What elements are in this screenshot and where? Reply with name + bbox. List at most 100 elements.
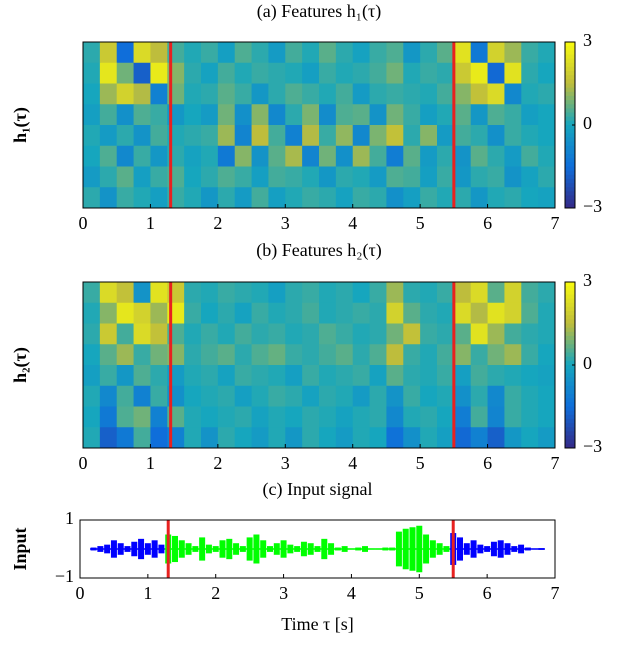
heat-cell bbox=[133, 187, 151, 209]
heat-cell bbox=[251, 385, 269, 407]
heat-cell bbox=[116, 145, 135, 167]
heat-cell bbox=[369, 62, 387, 84]
heat-cell bbox=[335, 145, 354, 167]
heat-cell bbox=[403, 125, 421, 147]
colorbar-slice bbox=[565, 298, 575, 304]
colorbar-slice bbox=[565, 365, 575, 370]
colorbar-slice bbox=[565, 62, 575, 68]
heat-cell bbox=[437, 385, 455, 407]
heat-cell bbox=[99, 344, 118, 366]
x-tick-label: 0 bbox=[79, 213, 88, 233]
heat-cell bbox=[369, 125, 387, 147]
colorbar-slice bbox=[565, 327, 575, 333]
colorbar-slice bbox=[565, 410, 575, 416]
heat-cell bbox=[116, 427, 135, 449]
heat-cell bbox=[83, 344, 101, 366]
heat-cell bbox=[521, 282, 539, 304]
heat-cell bbox=[217, 365, 236, 387]
heat-cell bbox=[403, 62, 421, 84]
heat-cell bbox=[302, 42, 320, 64]
heat-cell bbox=[251, 406, 269, 428]
heat-cell bbox=[201, 282, 219, 304]
heat-cell bbox=[302, 302, 320, 324]
heat-cell bbox=[352, 83, 371, 105]
heat-cell bbox=[234, 282, 253, 304]
colorbar-slice bbox=[565, 149, 575, 155]
heat-cell bbox=[420, 125, 438, 147]
heat-cell bbox=[83, 42, 101, 64]
heat-cell bbox=[386, 125, 404, 147]
heat-cell bbox=[470, 187, 489, 209]
colorbar-slice bbox=[565, 191, 575, 197]
heat-cell bbox=[234, 166, 253, 188]
heat-cell bbox=[504, 282, 522, 304]
heat-cell bbox=[470, 406, 489, 428]
heat-cell bbox=[386, 282, 404, 304]
heat-cell bbox=[403, 145, 421, 167]
heat-cell bbox=[437, 62, 455, 84]
colorbar-slice bbox=[565, 389, 575, 395]
colorbar-slice bbox=[565, 344, 575, 349]
heat-cell bbox=[319, 344, 337, 366]
heat-cell bbox=[538, 365, 556, 387]
heat-cell bbox=[251, 145, 269, 167]
heat-cell bbox=[184, 406, 202, 428]
heat-cell bbox=[420, 406, 438, 428]
heat-cell bbox=[369, 406, 387, 428]
colorbar-slice bbox=[565, 170, 575, 176]
heat-cell bbox=[217, 166, 236, 188]
colorbar-slice bbox=[565, 112, 575, 118]
heat-cell bbox=[420, 282, 438, 304]
heat-cell bbox=[234, 323, 253, 345]
heat-cell bbox=[319, 42, 337, 64]
heat-cell bbox=[133, 344, 151, 366]
heat-cell bbox=[335, 385, 354, 407]
heat-cell bbox=[285, 104, 303, 126]
heat-cell bbox=[201, 42, 219, 64]
heat-cell bbox=[116, 62, 135, 84]
heat-cell bbox=[285, 427, 303, 449]
heat-cell bbox=[83, 104, 101, 126]
heat-cell bbox=[251, 125, 269, 147]
heat-cell bbox=[150, 427, 168, 449]
heat-cell bbox=[184, 83, 202, 105]
colorbar-slice bbox=[565, 319, 575, 324]
heat-cell bbox=[150, 166, 168, 188]
heat-cell bbox=[285, 125, 303, 147]
heat-cell bbox=[116, 104, 135, 126]
heat-cell bbox=[403, 187, 421, 209]
x-tick-label: 4 bbox=[348, 453, 357, 473]
heat-cell bbox=[504, 125, 522, 147]
heat-cell bbox=[403, 166, 421, 188]
x-tick-label: 6 bbox=[483, 453, 492, 473]
heat-cell bbox=[133, 104, 151, 126]
heat-cell bbox=[487, 145, 505, 167]
heat-cell bbox=[487, 323, 505, 345]
heat-cell bbox=[184, 282, 202, 304]
heat-cell bbox=[319, 125, 337, 147]
heat-cell bbox=[369, 187, 387, 209]
heat-cell bbox=[521, 166, 539, 188]
heat-cell bbox=[83, 83, 101, 105]
heat-cell bbox=[116, 385, 135, 407]
heat-cell bbox=[234, 187, 253, 209]
heat-cell bbox=[201, 125, 219, 147]
heat-cell bbox=[319, 302, 337, 324]
heat-cell bbox=[335, 62, 354, 84]
heat-cell bbox=[369, 323, 387, 345]
heat-cell bbox=[335, 83, 354, 105]
x-tick-label: 2 bbox=[211, 583, 220, 603]
colorbar-slice bbox=[565, 356, 575, 362]
heat-cell bbox=[234, 365, 253, 387]
heat-cell bbox=[83, 302, 101, 324]
heat-cell bbox=[386, 83, 404, 105]
colorbar-slice bbox=[565, 443, 575, 449]
heat-cell bbox=[217, 302, 236, 324]
heat-cell bbox=[403, 83, 421, 105]
heat-cell bbox=[453, 385, 472, 407]
heat-cell bbox=[420, 145, 438, 167]
heat-cell bbox=[234, 42, 253, 64]
colorbar-slice bbox=[565, 431, 575, 437]
heat-cell bbox=[133, 83, 151, 105]
heat-cell bbox=[302, 282, 320, 304]
